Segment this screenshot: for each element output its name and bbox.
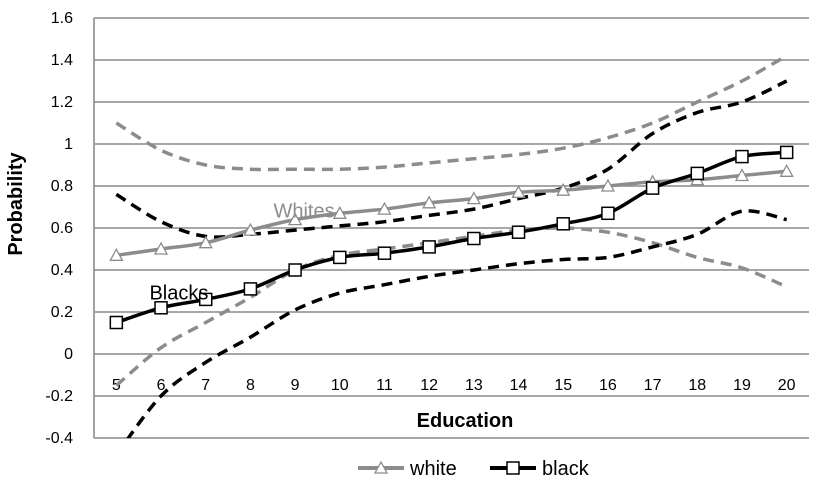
y-tick-label: 0.4 [51,262,73,279]
y-tick-label: 1 [64,136,73,153]
y-tick-label: 0 [64,346,73,363]
ci-lower-black [126,209,788,438]
annotation-whites: Whites [273,201,334,223]
series-markers [109,145,794,330]
x-tick-label: 13 [465,377,483,394]
point-black [109,315,124,330]
point-black [288,263,302,277]
point-black [422,240,436,254]
point-black [511,225,526,239]
legend-label-white: white [409,458,457,480]
x-tick-label: 8 [246,377,255,394]
point-white [466,191,481,205]
point-black [645,181,660,195]
y-tick-label: 0.2 [51,304,73,321]
point-white [332,205,347,219]
x-tick-label: 20 [778,377,796,394]
point-white [377,201,392,215]
ci-upper-black [115,79,788,239]
confidence-bands [115,54,788,438]
x-axis-title: Education [417,410,514,432]
point-black [735,149,749,164]
point-white [511,184,526,198]
x-axis-ticks: 5 6 7 8 9 10 11 12 13 14 15 16 17 18 19 20 [112,377,796,394]
point-black [198,292,213,307]
point-white [734,168,750,182]
y-axis-ticks: -0.4 -0.2 0 0.2 0.4 0.6 0.8 1 1.2 1.4 1.6 [45,10,73,447]
legend-label-black: black [542,458,590,480]
point-white [600,178,616,192]
y-tick-label: 1.6 [51,10,73,27]
legend-marker-black [506,461,520,475]
point-black [556,217,570,231]
point-black [601,206,615,221]
point-black [779,145,794,160]
x-tick-label: 14 [510,377,528,394]
point-black [243,282,258,296]
point-white [556,182,571,196]
point-black [690,166,705,181]
point-white [287,212,303,226]
y-tick-label: 1.2 [51,94,73,111]
ci-upper-white [115,54,788,172]
point-black [154,301,168,315]
point-white [779,163,794,177]
y-tick-label: 0.8 [51,178,73,195]
x-tick-label: 16 [599,377,617,394]
y-tick-label: -0.4 [45,430,73,447]
x-tick-label: 15 [554,377,572,394]
y-tick-label: 1.4 [51,52,73,69]
point-black [467,231,481,246]
series-line-black [115,150,787,325]
x-tick-label: 10 [331,377,349,394]
x-tick-label: 11 [376,377,393,394]
y-axis-title: Probability [5,151,27,255]
legend-marker-white [373,460,389,474]
point-white [109,247,124,261]
point-white [243,222,258,236]
x-tick-label: 17 [644,377,662,394]
point-white [153,241,169,255]
point-white [198,235,213,249]
y-tick-label: -0.2 [45,388,73,405]
point-black [377,246,392,260]
point-black [333,250,347,265]
annotations: Whites Blacks [149,201,334,305]
ci-lower-white [115,226,788,387]
y-tick-label: 0.6 [51,220,73,237]
x-tick-label: 12 [420,377,438,394]
series-lines [115,150,787,325]
x-tick-label: 6 [157,377,166,394]
gridlines [93,17,809,439]
x-tick-label: 18 [688,377,706,394]
annotation-blacks: Blacks [149,282,208,304]
x-tick-label: 7 [201,377,210,394]
point-white [422,195,437,209]
x-tick-label: 19 [733,377,751,394]
x-tick-label: 9 [291,377,300,394]
legend: white black [358,458,590,480]
